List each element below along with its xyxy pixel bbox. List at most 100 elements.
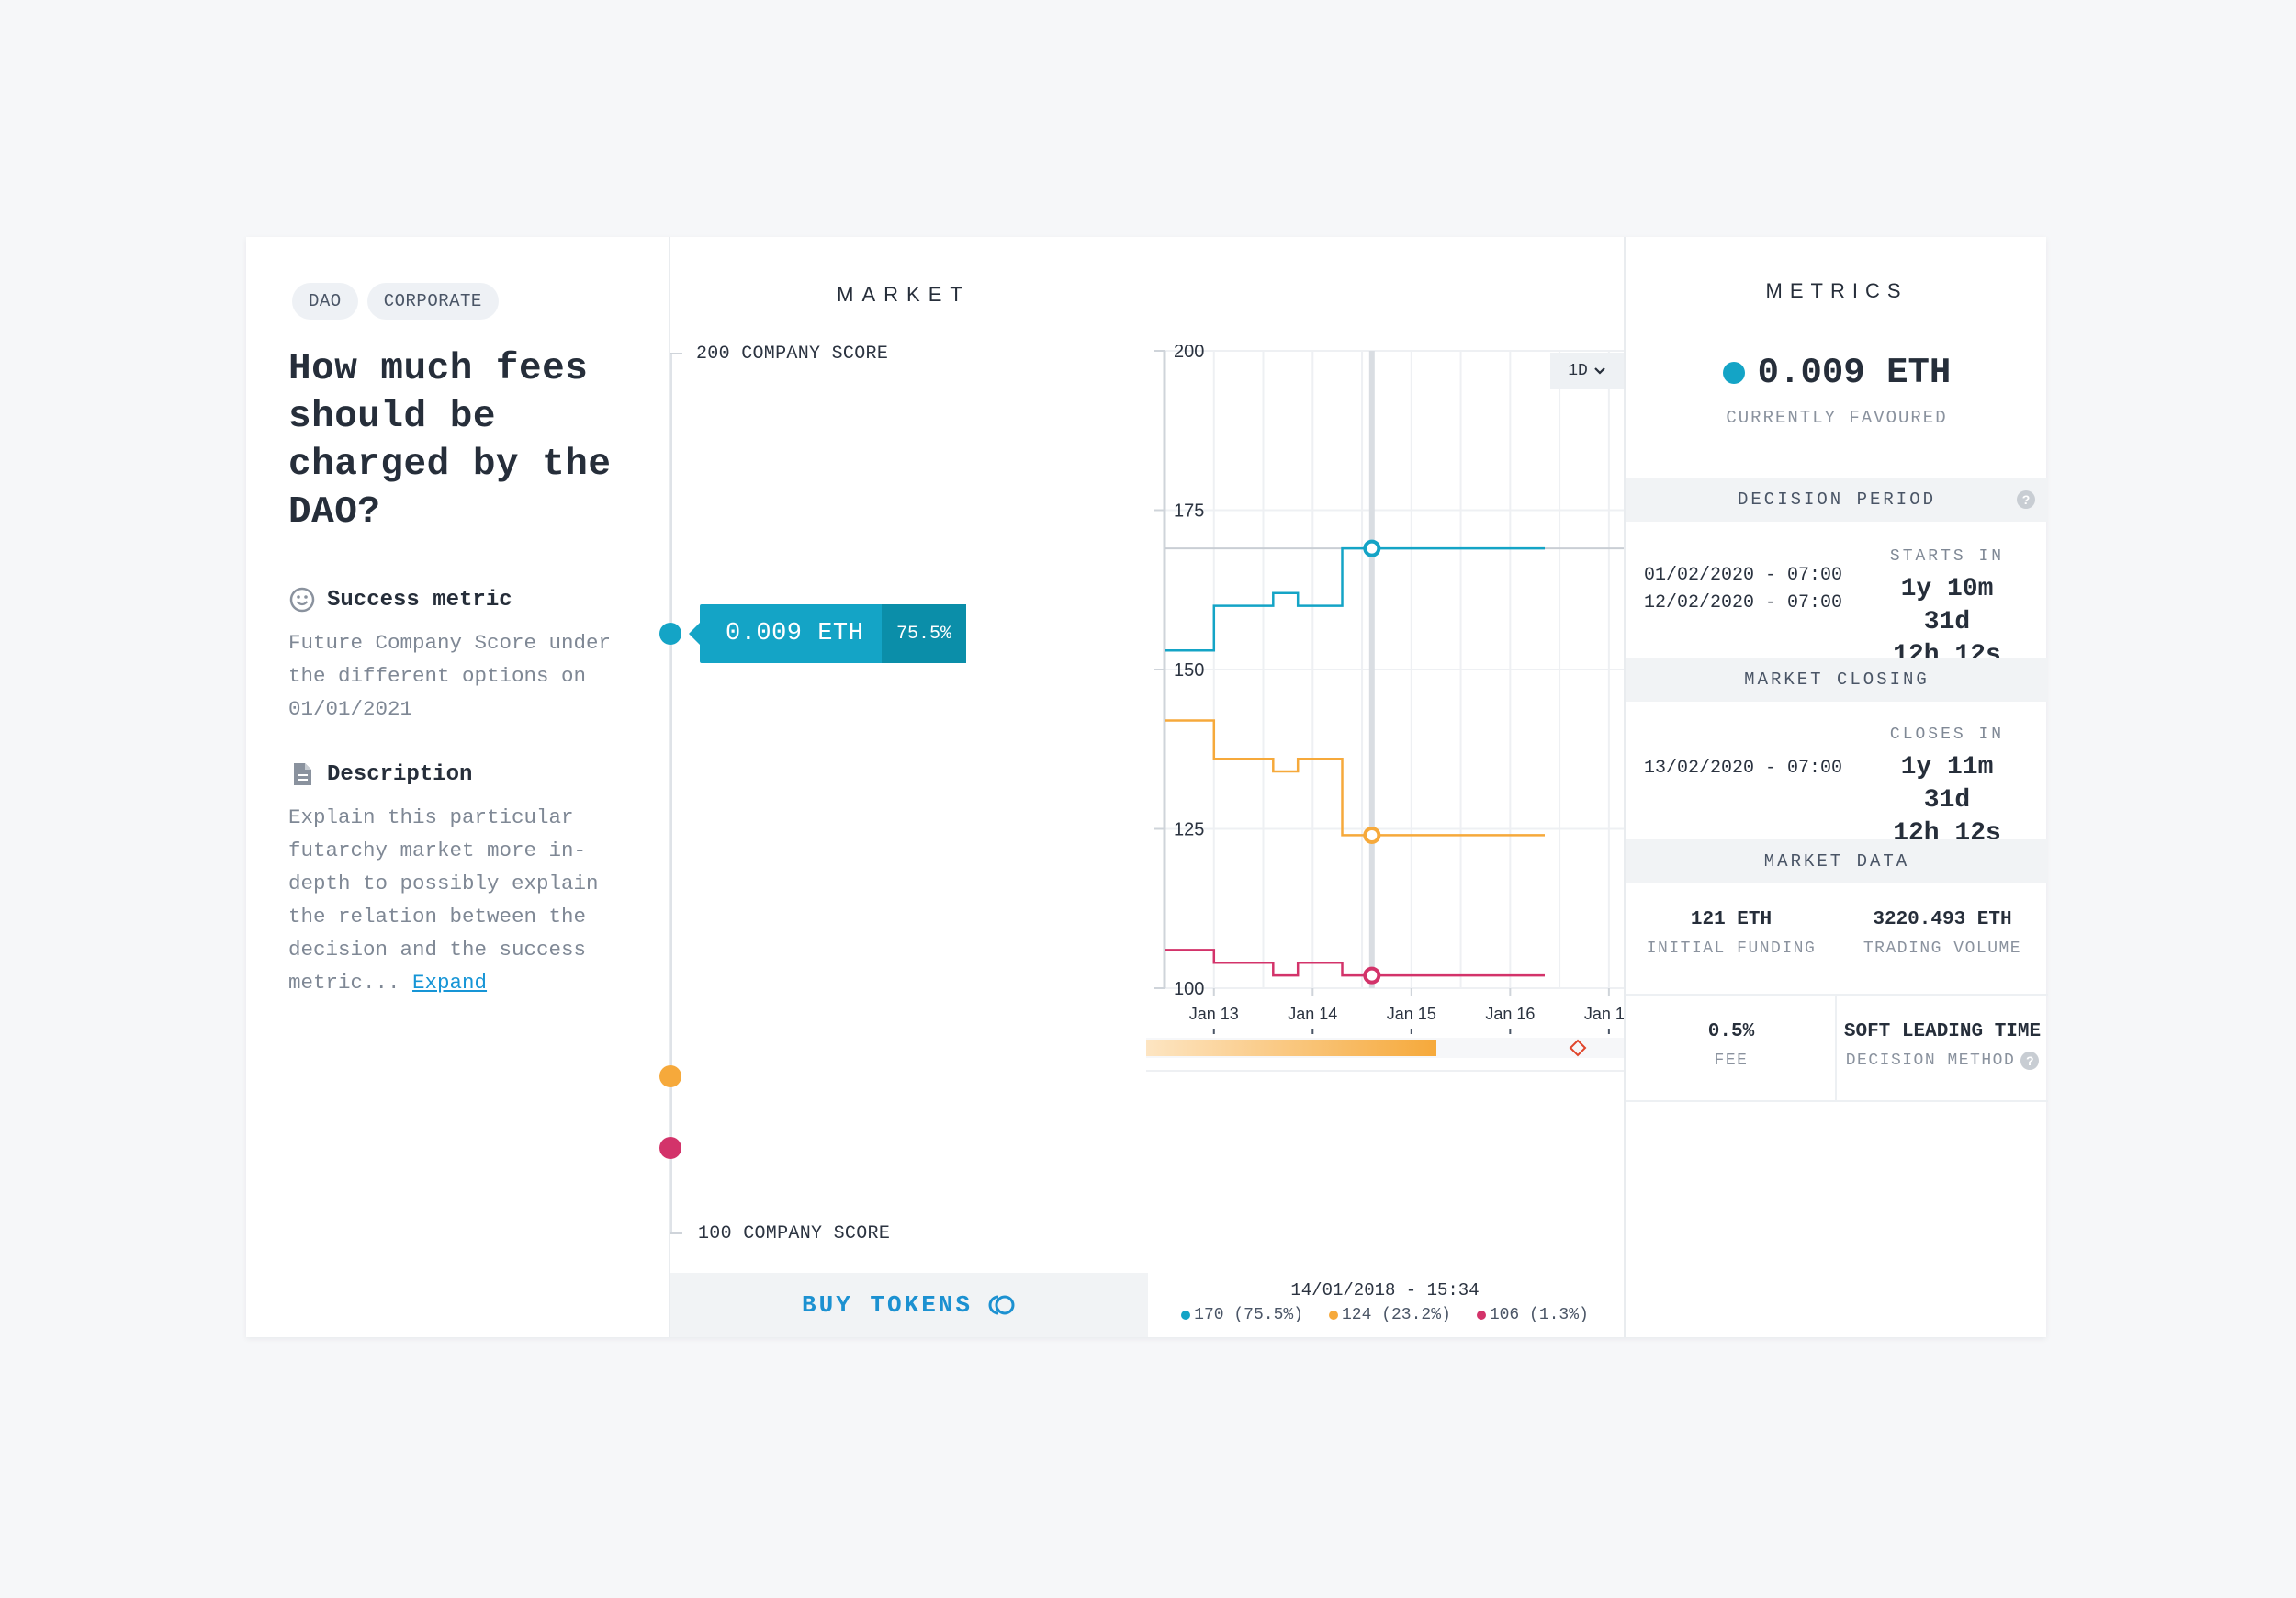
- legend-dot-orange: [1328, 1311, 1338, 1320]
- closes-in-countdown: 1y 11m 31d 12h 12s: [1874, 751, 2020, 850]
- initial-funding-cell: 121 ETH INITIAL FUNDING: [1626, 909, 1837, 958]
- legend-item-orange: 124 (23.2%): [1328, 1306, 1451, 1324]
- tag-dao[interactable]: DAO: [292, 283, 358, 320]
- outcome-marker-blue[interactable]: [659, 623, 681, 645]
- description-heading: Description: [288, 760, 472, 788]
- starts-in-line-1: 1y 10m 31d: [1900, 575, 1994, 636]
- market-closing-label: MARKET CLOSING: [1744, 670, 1930, 690]
- tag-corporate[interactable]: CORPORATE: [366, 283, 499, 320]
- decision-period-label: DECISION PERIOD: [1737, 490, 1937, 510]
- x-tick-label: Jan 15: [1387, 1005, 1436, 1023]
- price-tag-value: 0.009 ETH: [726, 620, 864, 647]
- market-data-divider: [1626, 994, 2048, 996]
- decision-start: 01/02/2020 - 07:00: [1644, 565, 1843, 586]
- legend-item-blue: 170 (75.5%): [1181, 1306, 1303, 1324]
- question-panel: DAO CORPORATE How much fees should be ch…: [246, 237, 670, 1337]
- success-metric-title: Success metric: [327, 587, 512, 613]
- legend-item-magenta: 106 (1.3%): [1476, 1306, 1589, 1324]
- tag-list: DAO CORPORATE: [292, 283, 499, 320]
- timeframe-select[interactable]: 1D: [1550, 353, 1624, 389]
- series-marker-1: [1363, 826, 1381, 844]
- y-tick-label: 175: [1174, 501, 1204, 522]
- decision-method-label: DECISION METHOD: [1845, 1052, 2016, 1070]
- series-marker-2: [1363, 966, 1381, 985]
- market-data-header: MARKET DATA: [1626, 839, 2048, 883]
- trading-volume-value: 3220.493 ETH: [1873, 909, 2012, 930]
- market-title: MARKET: [837, 283, 971, 306]
- initial-funding-value: 121 ETH: [1690, 909, 1773, 930]
- scale-top-label: 200 COMPANY SCORE: [696, 343, 889, 365]
- outcome-marker-magenta[interactable]: [659, 1137, 681, 1159]
- y-tick-label: 100: [1174, 979, 1204, 999]
- market-closing-date: 13/02/2020 - 07:00: [1644, 758, 1843, 779]
- help-icon[interactable]: ?: [2017, 490, 2035, 509]
- expand-link[interactable]: Expand: [412, 971, 488, 995]
- legend-dot-magenta: [1476, 1311, 1486, 1320]
- favoured-label: CURRENTLY FAVOURED: [1726, 408, 1948, 428]
- y-tick-label: 150: [1174, 660, 1204, 681]
- legend-label-blue: 170 (75.5%): [1194, 1306, 1303, 1324]
- trading-volume-cell: 3220.493 ETH TRADING VOLUME: [1837, 909, 2048, 958]
- decision-method-value: SOFT LEADING TIME: [1843, 1021, 2042, 1042]
- price-tag-percent: 75.5%: [882, 604, 966, 663]
- x-tick-label: Jan 14: [1288, 1005, 1337, 1023]
- x-tick-label: Jan 17: [1584, 1005, 1624, 1023]
- series-line-0: [1165, 546, 1545, 652]
- document-icon: [294, 763, 311, 785]
- decision-method-label-row: DECISION METHOD ?: [1837, 1052, 2048, 1070]
- favoured-value: 0.009 ETH: [1626, 353, 2048, 393]
- buy-tokens-button[interactable]: BUY TOKENS: [670, 1273, 1148, 1337]
- tokens-icon: [988, 1295, 1015, 1315]
- x-tick-label: Jan 16: [1485, 1005, 1535, 1023]
- description-body: Explain this particular futarchy market …: [288, 801, 637, 999]
- decision-method-cell: SOFT LEADING TIME DECISION METHOD ?: [1837, 1021, 2048, 1070]
- legend-label-magenta: 106 (1.3%): [1489, 1306, 1589, 1324]
- closes-in-label: CLOSES IN: [1889, 726, 2005, 744]
- success-metric-heading: Success metric: [288, 586, 512, 613]
- metrics-panel: METRICS 0.009 ETH CURRENTLY FAVOURED DEC…: [1624, 237, 2048, 1337]
- outcome-marker-orange[interactable]: [659, 1065, 681, 1087]
- series-marker-0: [1363, 539, 1381, 557]
- decision-period-dates: 01/02/2020 - 07:00 12/02/2020 - 07:00: [1644, 562, 1842, 617]
- help-icon[interactable]: ?: [2020, 1052, 2040, 1070]
- starts-in-label: STARTS IN: [1889, 547, 2005, 566]
- favoured-dot: [1722, 362, 1745, 384]
- initial-funding-label: INITIAL FUNDING: [1646, 940, 1817, 958]
- market-data-vdivider: [1835, 994, 1837, 1100]
- scale-tick-bottom: [670, 1232, 682, 1234]
- y-tick-label: 200: [1174, 345, 1204, 362]
- fee-label: FEE: [1714, 1052, 1749, 1070]
- chevron-down-icon: [1594, 367, 1605, 375]
- legend-label-orange: 124 (23.2%): [1341, 1306, 1451, 1324]
- fee-cell: 0.5% FEE: [1626, 1021, 1837, 1070]
- decision-end: 12/02/2020 - 07:00: [1644, 592, 1843, 613]
- resolution-diamond-icon: [1569, 1039, 1587, 1057]
- series-line-2: [1165, 949, 1545, 977]
- favoured-value-text: 0.009 ETH: [1757, 353, 1952, 393]
- market-closing-header: MARKET CLOSING: [1626, 658, 2048, 702]
- closes-in-line-1: 1y 11m 31d: [1900, 753, 1994, 815]
- smiley-icon: [289, 587, 315, 613]
- metrics-title: METRICS: [1765, 279, 1908, 302]
- trading-volume-label: TRADING VOLUME: [1863, 940, 2022, 958]
- description-text: Explain this particular futarchy market …: [288, 805, 599, 995]
- scale-bottom-label: 100 COMPANY SCORE: [698, 1223, 891, 1244]
- market-data-label: MARKET DATA: [1763, 851, 1910, 872]
- price-tag[interactable]: 0.009 ETH 75.5%: [689, 604, 966, 663]
- y-tick-label: 125: [1174, 820, 1204, 840]
- decision-period-header: DECISION PERIOD ?: [1626, 478, 2048, 522]
- timeline-range: [1146, 1040, 1436, 1056]
- legend-dot-blue: [1181, 1311, 1191, 1320]
- market-data-bottom-divider: [1626, 1100, 2048, 1102]
- question-title: How much fees should be charged by the D…: [288, 348, 612, 534]
- price-chart[interactable]: 200 175 150 125 100 Jan 13 Jan 14 Jan 15 Jan 16 J…: [1146, 345, 1624, 1337]
- series-line-1: [1165, 719, 1545, 837]
- description-title: Description: [327, 761, 473, 787]
- x-tick-label: Jan 13: [1189, 1005, 1239, 1023]
- fee-value: 0.5%: [1707, 1021, 1755, 1042]
- buy-tokens-label: BUY TOKENS: [801, 1291, 974, 1319]
- selected-time: 14/01/2018 - 15:34: [1290, 1280, 1480, 1300]
- chart-legend: 170 (75.5%) 124 (23.2%) 106 (1.3%): [1146, 1306, 1624, 1324]
- score-scale-track[interactable]: [670, 353, 672, 1234]
- market-card: DAO CORPORATE How much fees should be ch…: [246, 237, 2048, 1337]
